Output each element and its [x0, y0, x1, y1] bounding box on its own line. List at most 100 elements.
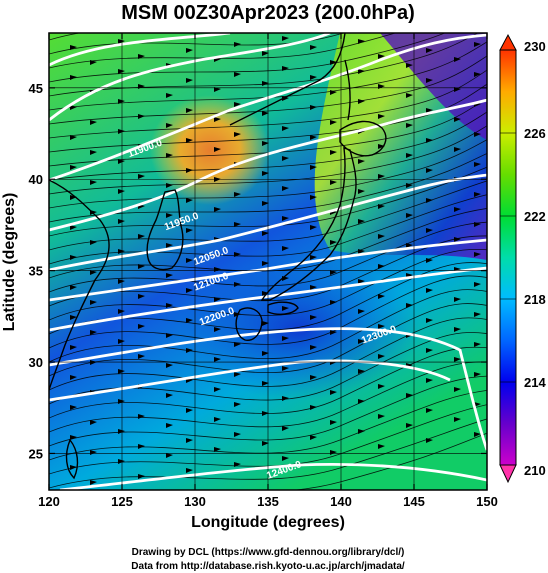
- flow-arrow: [310, 165, 317, 170]
- flow-arrow: [454, 387, 461, 392]
- flow-arrow: [378, 144, 385, 149]
- flow-arrow: [138, 474, 145, 479]
- flow-arrow: [262, 411, 269, 416]
- flow-arrow: [70, 465, 77, 470]
- flow-arrow: [282, 126, 289, 131]
- flow-arrow: [70, 135, 77, 140]
- flow-arrow: [262, 291, 269, 296]
- flow-arrow: [474, 372, 481, 377]
- flow-arrow: [138, 264, 145, 269]
- x-tick-label: 125: [111, 494, 133, 509]
- flow-arrow: [358, 279, 365, 284]
- flow-arrow: [310, 195, 317, 200]
- flow-arrow: [90, 150, 97, 155]
- flow-arrow: [234, 42, 241, 47]
- streamline: [49, 139, 487, 209]
- flow-arrow: [426, 108, 433, 113]
- flow-arrow: [166, 183, 173, 188]
- flow-arrow: [330, 270, 337, 275]
- height-contour-line: [49, 359, 451, 402]
- flow-arrow: [378, 384, 385, 389]
- flow-arrow: [262, 51, 269, 56]
- flow-arrow: [70, 315, 77, 320]
- flow-arrow: [310, 45, 317, 50]
- streamline: [49, 221, 487, 293]
- coastline: [267, 301, 299, 316]
- flow-arrow: [426, 408, 433, 413]
- flow-arrow: [262, 231, 269, 236]
- flow-arrow: [330, 420, 337, 425]
- credit-drawing: Drawing by DCL (https://www.gfd-dennou.o…: [132, 547, 405, 558]
- flow-arrow: [70, 105, 77, 110]
- flow-arrow: [406, 393, 413, 398]
- x-axis-label: Longitude (degrees): [191, 514, 345, 531]
- flow-arrow: [166, 213, 173, 218]
- flow-arrow: [358, 189, 365, 194]
- flow-arrow: [358, 429, 365, 434]
- flow-arrow: [234, 222, 241, 227]
- flow-arrow: [426, 378, 433, 383]
- streamline: [49, 111, 487, 181]
- flow-arrow: [474, 72, 481, 77]
- flow-arrow: [166, 243, 173, 248]
- flow-arrow: [358, 69, 365, 74]
- flow-arrow: [214, 357, 221, 362]
- flow-arrow: [90, 360, 97, 365]
- flow-arrow: [378, 354, 385, 359]
- flow-arrow: [358, 309, 365, 314]
- flow-arrow: [454, 327, 461, 332]
- flow-arrow: [90, 480, 97, 485]
- flow-arrow: [214, 447, 221, 452]
- flow-arrow: [310, 405, 317, 410]
- streamline: [49, 69, 487, 139]
- flow-arrow: [70, 435, 77, 440]
- flow-arrow: [282, 426, 289, 431]
- flow-arrow: [118, 399, 125, 404]
- flow-arrow: [358, 159, 365, 164]
- flow-arrow: [474, 312, 481, 317]
- flow-arrow: [90, 420, 97, 425]
- flow-arrow: [262, 141, 269, 146]
- flow-arrow: [138, 294, 145, 299]
- flow-arrow: [138, 324, 145, 329]
- colorbar-tick-label: 210: [524, 463, 546, 478]
- flow-arrow: [70, 195, 77, 200]
- flow-arrow: [186, 468, 193, 473]
- flow-arrow: [214, 297, 221, 302]
- flow-arrow: [262, 261, 269, 266]
- streamline: [49, 166, 487, 237]
- flow-arrow: [234, 402, 241, 407]
- flow-arrow: [186, 228, 193, 233]
- flow-arrow: [330, 60, 337, 65]
- streamline: [49, 404, 487, 475]
- flow-arrow: [426, 198, 433, 203]
- coastline: [49, 179, 110, 391]
- flow-arrow: [330, 90, 337, 95]
- height-contour-line: [49, 173, 487, 272]
- flow-arrow: [262, 111, 269, 116]
- coastline: [344, 59, 351, 121]
- flow-arrow: [474, 192, 481, 197]
- flow-arrow: [282, 456, 289, 461]
- flow-arrow: [474, 132, 481, 137]
- flow-arrow: [358, 39, 365, 44]
- flow-arrow: [474, 252, 481, 257]
- flow-arrow: [214, 117, 221, 122]
- x-tick-label: 150: [476, 494, 498, 509]
- streamline: [49, 289, 487, 363]
- flow-arrow: [406, 153, 413, 158]
- map-title: MSM 00Z30Apr2023 (200.0hPa): [121, 2, 414, 24]
- flow-arrow: [262, 171, 269, 176]
- flow-arrow: [426, 288, 433, 293]
- coastline: [235, 307, 263, 341]
- flow-arrow: [454, 357, 461, 362]
- y-tick-label: 45: [29, 81, 43, 96]
- flow-arrow: [454, 417, 461, 422]
- flow-arrow: [166, 153, 173, 158]
- flow-arrow: [166, 273, 173, 278]
- flow-arrow: [330, 120, 337, 125]
- flow-arrow: [378, 324, 385, 329]
- flow-arrow: [310, 225, 317, 230]
- colorbar-tick-label: 218: [524, 292, 546, 307]
- flow-arrow: [454, 147, 461, 152]
